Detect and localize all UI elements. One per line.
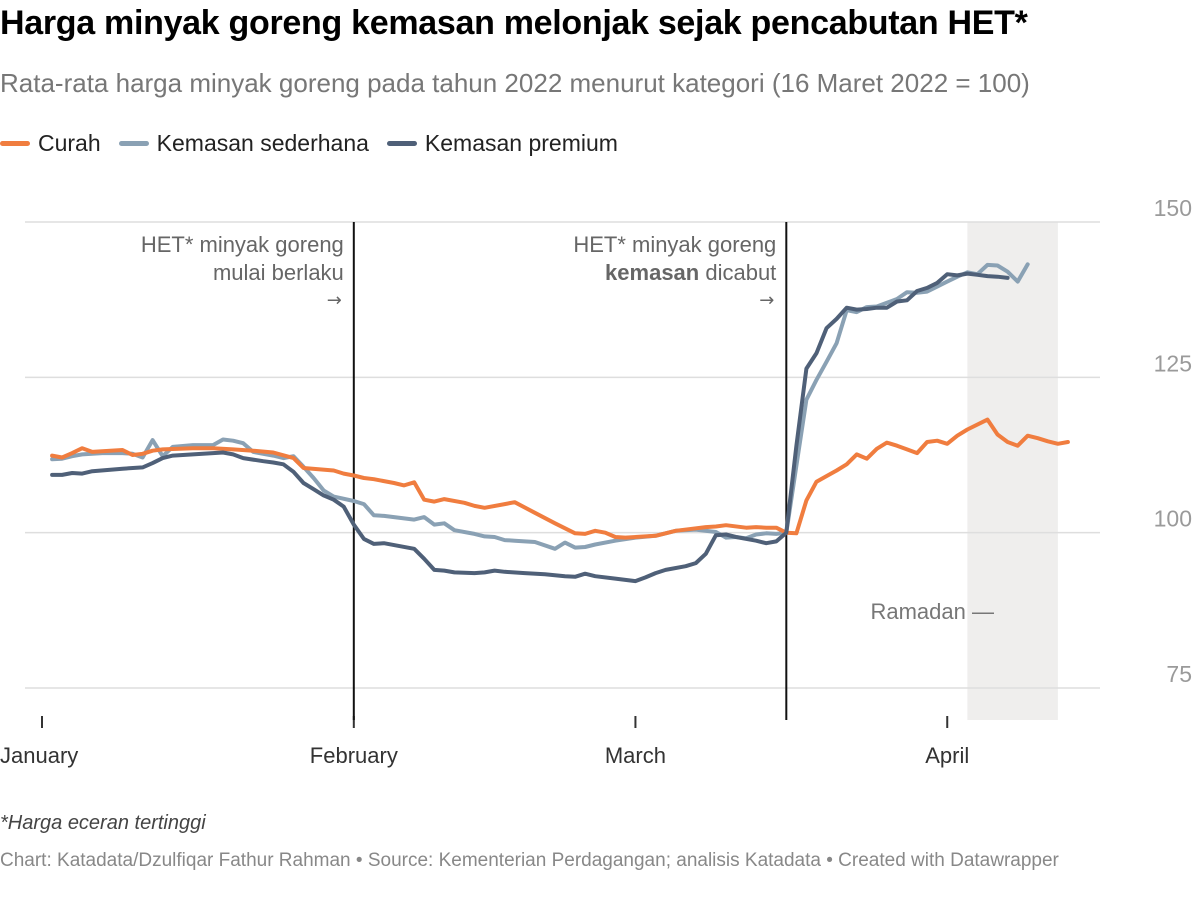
footnote: *Harga eceran tertinggi	[0, 812, 206, 834]
legend: Curah Kemasan sederhana Kemasan premium	[0, 130, 636, 157]
y-tick-label-75: 75	[1166, 661, 1192, 687]
legend-item-curah: Curah	[0, 130, 101, 157]
x-tick-label-january: January	[0, 743, 78, 768]
series-line-kemasan-premium	[50, 271, 1010, 584]
legend-swatch-kemasan-sederhana	[118, 141, 149, 146]
ramadan-label: Ramadan —	[870, 599, 994, 624]
het-start-label-line1: HET* minyak goreng	[141, 232, 344, 257]
legend-label-curah: Curah	[38, 130, 101, 156]
legend-swatch-kemasan-premium	[386, 141, 417, 146]
y-tick-label-150: 150	[1154, 195, 1192, 221]
het-removed-label-line2: kemasan dicabut	[605, 260, 776, 285]
series-line-curah	[50, 417, 1070, 540]
chart-title: Harga minyak goreng kemasan melonjak sej…	[0, 4, 1028, 42]
het-removed-label-rest: dicabut	[699, 260, 776, 285]
het-start-label-line2: mulai berlaku	[213, 260, 344, 285]
het-removed-label-bold: kemasan	[605, 260, 699, 285]
source-credit: Chart: Katadata/Dzulfiqar Fathur Rahman …	[0, 850, 1059, 871]
x-tick-label-february: February	[310, 743, 398, 768]
legend-item-kemasan-premium: Kemasan premium	[386, 130, 618, 157]
y-tick-label-125: 125	[1154, 350, 1192, 376]
x-tick-label-march: March	[605, 743, 666, 768]
legend-swatch-curah	[0, 141, 30, 146]
legend-label-kemasan-sederhana: Kemasan sederhana	[156, 130, 369, 156]
chart-subtitle: Rata-rata harga minyak goreng pada tahun…	[0, 68, 1030, 98]
het-removed-arrow: →	[759, 290, 774, 311]
y-tick-label-100: 100	[1154, 506, 1192, 532]
x-tick-label-april: April	[925, 743, 969, 768]
ramadan-band	[967, 222, 1058, 720]
het-start-arrow: →	[327, 290, 342, 311]
legend-item-kemasan-sederhana: Kemasan sederhana	[118, 130, 369, 157]
line-chart: 75 100 125 150 January February March April HET*…	[0, 195, 1192, 768]
series-line-kemasan-sederhana	[50, 262, 1030, 551]
het-removed-label-line1: HET* minyak goreng	[573, 232, 776, 257]
legend-label-kemasan-premium: Kemasan premium	[424, 130, 618, 156]
